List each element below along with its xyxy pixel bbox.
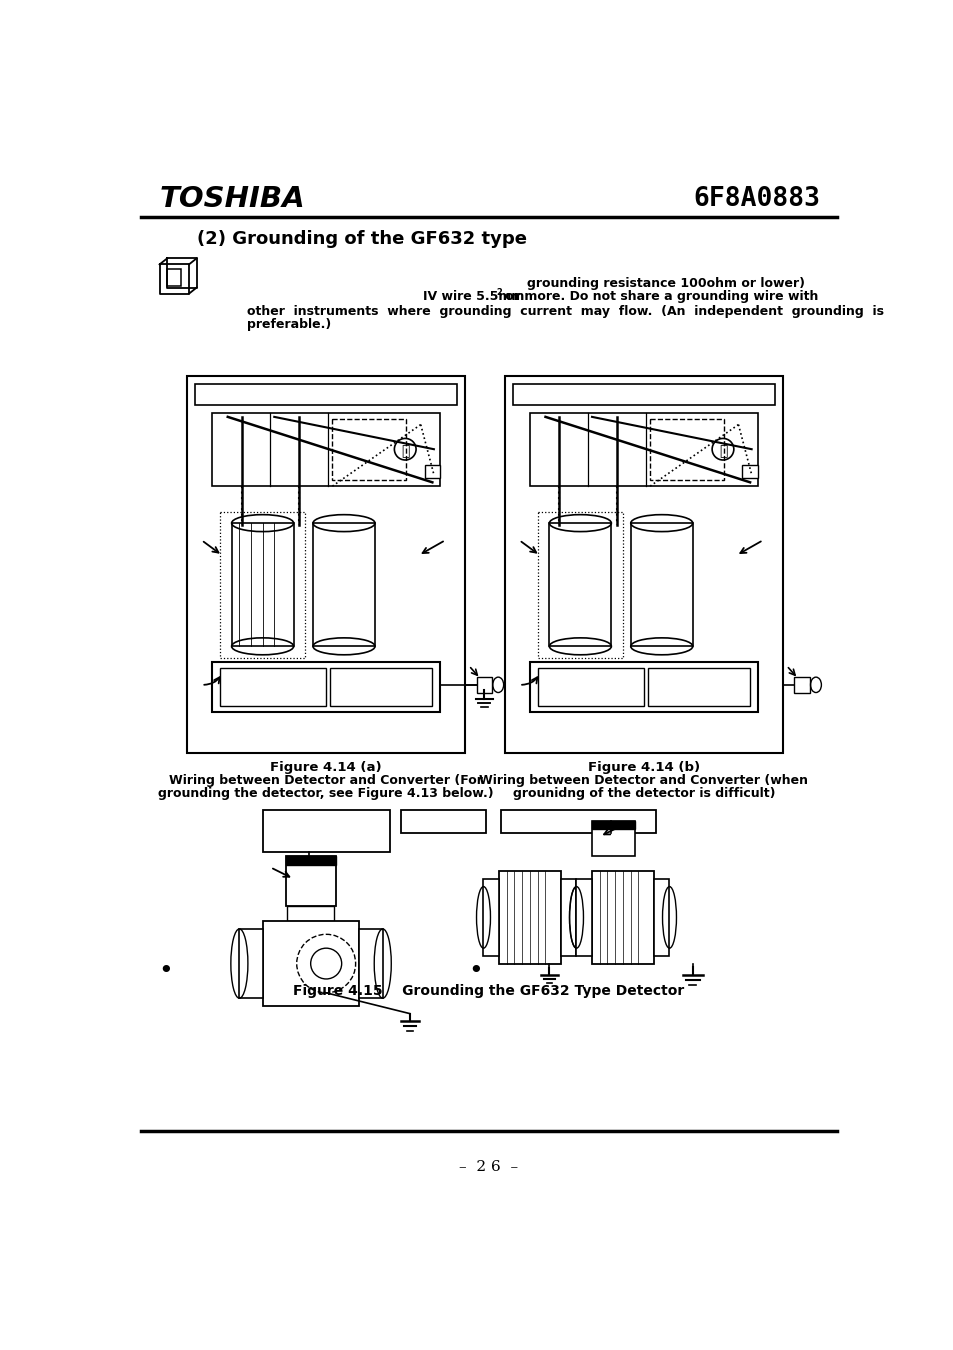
Bar [220,668,326,706]
Bar [530,413,757,486]
Bar [483,879,498,956]
Bar [647,668,749,706]
Bar [513,383,774,405]
Bar [212,662,439,711]
Text: preferable.): preferable.) [247,319,331,331]
Bar [537,512,622,657]
Bar [560,879,576,956]
Bar [262,921,359,1006]
Bar [424,464,439,478]
Bar [592,871,654,964]
Text: •: • [468,960,482,983]
Bar [654,879,669,956]
Bar [332,420,406,481]
Bar [500,810,656,833]
Bar [239,929,262,998]
Bar [400,810,485,833]
Text: TOSHIBA: TOSHIBA [159,185,305,213]
Bar [287,906,334,921]
Text: (2) Grounding of the GF632 type: (2) Grounding of the GF632 type [196,230,526,248]
Bar [741,464,757,478]
Bar [313,524,375,647]
Text: grounding resistance 100ohm or lower): grounding resistance 100ohm or lower) [527,277,804,290]
Bar [649,420,723,481]
Text: grounding the detector, see Figure 4.13 below.): grounding the detector, see Figure 4.13 … [158,787,494,801]
Bar [592,821,634,856]
Text: –  2 6  –: – 2 6 – [459,1160,517,1174]
Text: IV wire 5.5mm: IV wire 5.5mm [422,290,524,304]
Text: •: • [158,960,172,983]
Bar [286,856,335,906]
Text: ⏚: ⏚ [400,444,409,458]
Bar [187,377,464,753]
Bar [576,879,592,956]
Text: Figure 4.15    Grounding the GF632 Type Detector: Figure 4.15 Grounding the GF632 Type Det… [293,984,684,998]
Bar [359,929,382,998]
Bar [262,810,390,852]
Text: Figure 4.14 (a): Figure 4.14 (a) [270,760,381,774]
Bar [220,512,305,657]
Bar [167,269,181,286]
Bar [476,678,492,693]
Bar [498,871,560,964]
Bar [630,524,692,647]
Bar [530,662,757,711]
Text: 6F8A0883: 6F8A0883 [693,186,820,212]
Bar [794,678,809,693]
Bar [212,413,439,486]
Text: 2: 2 [497,289,502,297]
Text: or more. Do not share a grounding wire with: or more. Do not share a grounding wire w… [500,290,817,304]
Bar [195,383,456,405]
Bar [537,668,643,706]
Bar [505,377,781,753]
Bar [549,524,611,647]
Bar [592,821,634,829]
Text: ⏚: ⏚ [718,444,726,458]
Bar [330,668,432,706]
Text: Figure 4.14 (b): Figure 4.14 (b) [587,760,700,774]
Text: Wiring between Detector and Converter (when: Wiring between Detector and Converter (w… [479,774,807,787]
Text: other  instruments  where  grounding  current  may  flow.  (An  independent  gro: other instruments where grounding curren… [247,305,883,317]
Text: grounidng of the detector is difficult): grounidng of the detector is difficult) [512,787,775,801]
Bar [286,856,335,865]
Text: Wiring between Detector and Converter (For: Wiring between Detector and Converter (F… [169,774,482,787]
Bar [232,524,294,647]
